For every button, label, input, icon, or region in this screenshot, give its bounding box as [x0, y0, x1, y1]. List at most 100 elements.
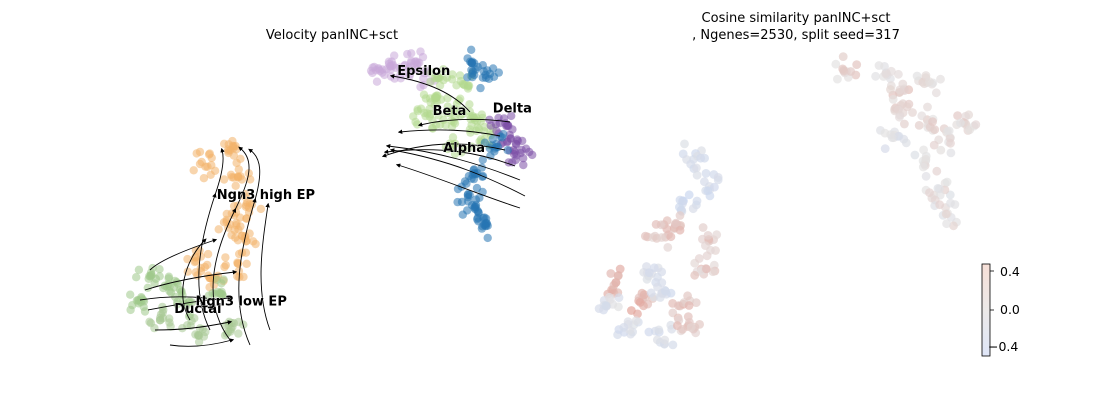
cluster-label-delta: Delta: [493, 101, 532, 116]
point-delta: [486, 121, 495, 130]
point-alpha: [474, 208, 483, 218]
streamline: [154, 320, 233, 331]
cluster-label-alpha: Alpha: [443, 141, 485, 156]
cosine-point: [852, 60, 862, 69]
point-epsilon: [405, 72, 414, 81]
streamline: [397, 129, 501, 137]
streamline: [139, 295, 208, 301]
point-alpha: [473, 215, 482, 224]
streamline: [149, 238, 218, 271]
velocity-title: Velocity panINC+sct: [266, 28, 398, 43]
cosine-point: [663, 243, 673, 252]
cosine-point: [683, 291, 692, 301]
cosine-point: [946, 138, 955, 148]
cosine-point: [692, 163, 701, 173]
point-delta: [519, 160, 528, 170]
colorbar-tick-low: −0.4: [988, 339, 1018, 354]
point-ductal: [234, 317, 243, 327]
point-delta: [510, 147, 520, 157]
cosine-point: [705, 191, 715, 201]
point-ngn3-high-ep: [224, 148, 233, 158]
point-delta: [506, 134, 515, 143]
cosine-point: [935, 200, 945, 210]
cosine-point: [949, 221, 958, 231]
cosine-point: [833, 74, 842, 84]
point-beta: [426, 109, 435, 119]
point-ngn3-low-ep: [214, 289, 223, 298]
cosine-point: [660, 335, 670, 345]
cosine-point: [887, 66, 896, 76]
colorbar-tick-high: 0.4: [1000, 264, 1020, 279]
cosine-point: [894, 69, 903, 79]
point-ngn3-high-ep: [221, 253, 230, 262]
cosine-point: [931, 88, 941, 98]
streamline: [198, 147, 225, 331]
point-beta: [448, 133, 458, 142]
point-alpha: [494, 68, 503, 77]
point-beta: [456, 94, 465, 103]
point-beta: [458, 109, 467, 119]
cosine-point: [944, 126, 954, 136]
point-ngn3-high-ep: [219, 175, 229, 184]
cosine-point: [694, 254, 704, 263]
point-ngn3-high-ep: [222, 209, 231, 219]
point-ngn3-high-ep: [233, 173, 243, 182]
point-alpha: [469, 166, 478, 175]
point-beta: [421, 94, 431, 103]
cosine-point: [888, 95, 898, 104]
cluster-label-ngn3-low-ep: Ngn3 low EP: [196, 295, 287, 310]
cosine-point: [644, 327, 654, 337]
cosine-point: [619, 322, 629, 332]
cosine-point: [688, 204, 698, 214]
point-ngn3-low-ep: [155, 265, 164, 274]
point-ngn3-low-ep: [126, 290, 135, 299]
point-epsilon: [388, 61, 397, 70]
cosine-point: [917, 111, 927, 121]
cosine-point: [887, 133, 897, 143]
cosine-point: [914, 121, 924, 130]
cosine-point: [936, 74, 945, 84]
point-alpha: [467, 45, 476, 54]
point-alpha: [503, 146, 512, 155]
cosine-point: [631, 316, 641, 326]
point-beta: [447, 143, 457, 152]
streamline: [260, 202, 271, 331]
cosine-point: [668, 340, 678, 350]
streamline: [144, 270, 238, 291]
point-alpha: [480, 220, 489, 229]
cosine-point: [690, 270, 700, 280]
cosine-title: Cosine similarity panINC+sct: [702, 11, 891, 26]
cosine-point: [910, 150, 920, 160]
point-beta: [477, 110, 486, 119]
point-epsilon: [410, 57, 420, 66]
cosine-point: [692, 170, 702, 180]
point-ngn3-high-ep: [196, 263, 205, 273]
point-ngn3-high-ep: [248, 237, 258, 246]
cosine-point: [880, 128, 890, 138]
cosine-point: [908, 108, 917, 117]
point-ngn3-high-ep: [189, 166, 198, 175]
point-beta: [447, 122, 457, 131]
cluster-label-epsilon: Epsilon: [397, 64, 450, 79]
cosine-point: [606, 295, 615, 304]
point-ductal: [199, 332, 209, 341]
point-ngn3-high-ep: [234, 165, 243, 174]
cosine-point: [932, 166, 942, 176]
cosine-point: [831, 59, 841, 69]
cosine-point: [657, 233, 666, 242]
colorbar-tick-mid: 0.0: [1000, 302, 1020, 317]
point-alpha: [483, 66, 492, 75]
cosine-point: [890, 104, 899, 114]
point-ngn3-high-ep: [206, 170, 215, 179]
cosine-point: [627, 306, 636, 315]
cluster-label-ngn3-high-ep: Ngn3 high EP: [217, 188, 315, 203]
cosine-point: [678, 325, 687, 334]
point-ngn3-high-ep: [203, 249, 213, 259]
cosine-point: [701, 241, 710, 251]
point-ngn3-high-ep: [230, 225, 239, 235]
point-ductal: [195, 324, 205, 333]
cosine-point: [941, 209, 951, 219]
point-ngn3-low-ep: [146, 271, 156, 280]
streamline: [381, 143, 506, 158]
cosine-point: [698, 223, 708, 232]
